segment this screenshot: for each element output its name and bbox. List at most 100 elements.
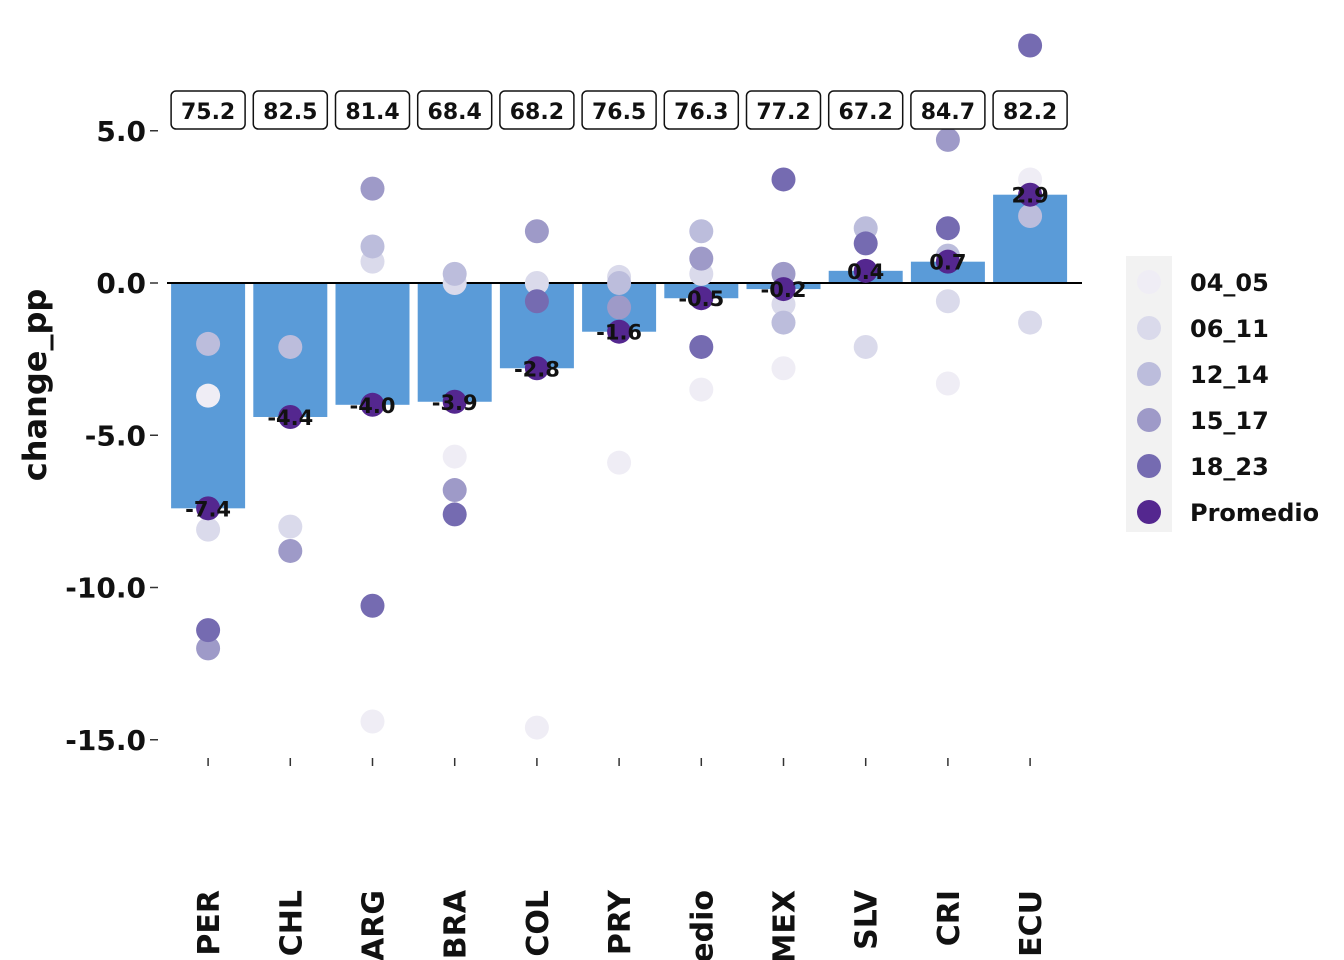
point-Promedio-PER	[196, 496, 221, 521]
y-tick-label-0: 5.0	[96, 115, 146, 148]
y-tick-label-4: -15.0	[65, 724, 146, 757]
value-label-PRY: -1.6	[596, 321, 642, 345]
y-axis-title: change_pp	[16, 289, 54, 482]
point-15_17-PRY	[607, 295, 632, 320]
point-04_05-PER	[196, 383, 221, 408]
legend-key-18_23	[1137, 454, 1161, 478]
box-label-COL: 68.2	[510, 100, 564, 125]
box-label-CHL: 82.5	[263, 100, 317, 125]
point-12_14-ECU	[1018, 204, 1043, 229]
box-label-frame-SLV	[827, 90, 904, 130]
box-label-frame-Promedio	[663, 90, 740, 130]
value-label-BRA: -3.9	[432, 391, 478, 415]
box-label-Promedio: 76.3	[674, 100, 728, 125]
legend-label-12_14: 12_14	[1190, 361, 1269, 389]
box-label-frame-BRA	[416, 90, 493, 130]
point-15_17-ARG	[360, 176, 385, 201]
legend-key-06_11	[1137, 316, 1161, 340]
x-tick-label-COL: COL	[521, 890, 556, 957]
value-label-SLV: 0.4	[847, 260, 884, 284]
point-04_05-CRI	[935, 371, 960, 396]
value-label-MEX: -0.2	[761, 278, 807, 302]
point-Promedio-ARG	[360, 392, 385, 417]
x-tick-label-Promedio: Promedio	[685, 890, 720, 960]
x-axis: PER CHL ARG BRA COL PRY Promedio MEX SLV CRI ECU	[192, 758, 1049, 960]
point-15_17-COL	[524, 219, 549, 244]
legend-label-15_17: 15_17	[1190, 407, 1269, 435]
box-label-SLV: 67.2	[839, 100, 893, 125]
box-label-frame-PRY	[581, 90, 657, 130]
point-Promedio-SLV	[853, 258, 878, 283]
point-15_17-BRA	[442, 478, 467, 503]
point-06_11-COL	[524, 271, 549, 295]
box-label-frame-MEX	[745, 90, 822, 130]
x-tick-label-SLV: SLV	[850, 889, 885, 950]
point-06_11-SLV	[853, 334, 878, 359]
value-label-CRI: 0.7	[929, 251, 966, 275]
value-label-ECU: 2.9	[1011, 184, 1048, 208]
point-06_11-PER	[196, 517, 221, 542]
point-Promedio-MEX	[771, 277, 796, 302]
x-tick-label-PRY: PRY	[603, 889, 638, 955]
y-axis: 5.0 0.0 -5.0 -10.0 -15.0	[65, 115, 158, 757]
point-18_23-ARG	[360, 593, 385, 618]
point-12_14-ARG	[360, 234, 385, 259]
value-label-PER: -7.4	[185, 497, 231, 521]
bar-BRA	[417, 283, 492, 402]
y-tick-label-3: -10.0	[65, 572, 146, 605]
x-tick-label-CRI: CRI	[932, 890, 967, 946]
point-15_17-Promedio	[689, 246, 714, 271]
x-tick-label-CHL: CHL	[274, 890, 309, 956]
point-06_11-ECU	[1018, 310, 1043, 335]
legend-label-Promedio: Promedio	[1190, 499, 1319, 527]
value-label-Promedio: -0.5	[678, 287, 724, 311]
point-12_14-BRA	[442, 261, 467, 286]
y-tick-label-1: 0.0	[96, 267, 146, 300]
x-tick-label-MEX: MEX	[768, 890, 803, 960]
x-tick-label-ECU: ECU	[1014, 890, 1049, 957]
box-labels: 75.2 82.5 81.4 68.4 68.2 76.5 76.3 77.2 67.2 84.7…	[170, 90, 1068, 130]
point-04_05-ARG	[360, 709, 385, 734]
point-18_23-SLV	[853, 231, 878, 256]
legend-label-04_05: 04_05	[1190, 269, 1269, 297]
point-15_17-PER	[196, 636, 221, 661]
point-04_05-BRA	[442, 444, 467, 469]
x-tick-label-ARG: ARG	[357, 890, 392, 960]
point-18_23-Promedio	[689, 334, 714, 359]
box-label-frame-CHL	[252, 90, 329, 130]
point-Promedio-COL	[524, 356, 549, 381]
point-Promedio-CRI	[935, 249, 960, 274]
point-15_17-CRI	[935, 127, 960, 152]
box-label-frame-CRI	[910, 90, 986, 130]
point-Promedio-ECU	[1018, 182, 1043, 207]
legend-label-06_11: 06_11	[1190, 315, 1269, 343]
legend-label-18_23: 18_23	[1190, 453, 1269, 481]
point-04_05-MEX	[771, 356, 796, 381]
point-12_14-Promedio	[689, 219, 714, 244]
x-tick-label-BRA: BRA	[439, 889, 474, 959]
point-18_23-MEX	[771, 167, 796, 192]
point-Promedio-BRA	[442, 389, 467, 414]
legend-key-04_05	[1137, 270, 1161, 294]
point-18_23-BRA	[442, 502, 467, 527]
point-18_23-COL	[524, 289, 549, 314]
point-04_05-PRY	[607, 450, 632, 475]
point-15_17-CHL	[278, 538, 303, 563]
box-label-ARG: 81.4	[345, 100, 399, 125]
box-label-PRY: 76.5	[592, 100, 646, 125]
point-Promedio-CHL	[278, 404, 303, 429]
box-label-frame-COL	[499, 90, 575, 130]
x-tick-label-PER: PER	[192, 890, 227, 956]
box-label-BRA: 68.4	[428, 100, 482, 125]
box-label-frame-ECU	[992, 90, 1068, 130]
box-label-CRI: 84.7	[921, 100, 975, 125]
value-label-ARG: -4.0	[350, 394, 396, 418]
point-18_23-ECU	[1018, 33, 1043, 58]
point-Promedio-PRY	[607, 319, 632, 344]
box-label-frame-ARG	[334, 90, 411, 130]
value-label-COL: -2.8	[514, 357, 560, 381]
box-label-ECU: 82.2	[1003, 100, 1057, 125]
point-06_11-CRI	[935, 289, 960, 314]
value-label-CHL: -4.4	[267, 406, 313, 430]
box-label-frame-PER	[170, 90, 246, 130]
